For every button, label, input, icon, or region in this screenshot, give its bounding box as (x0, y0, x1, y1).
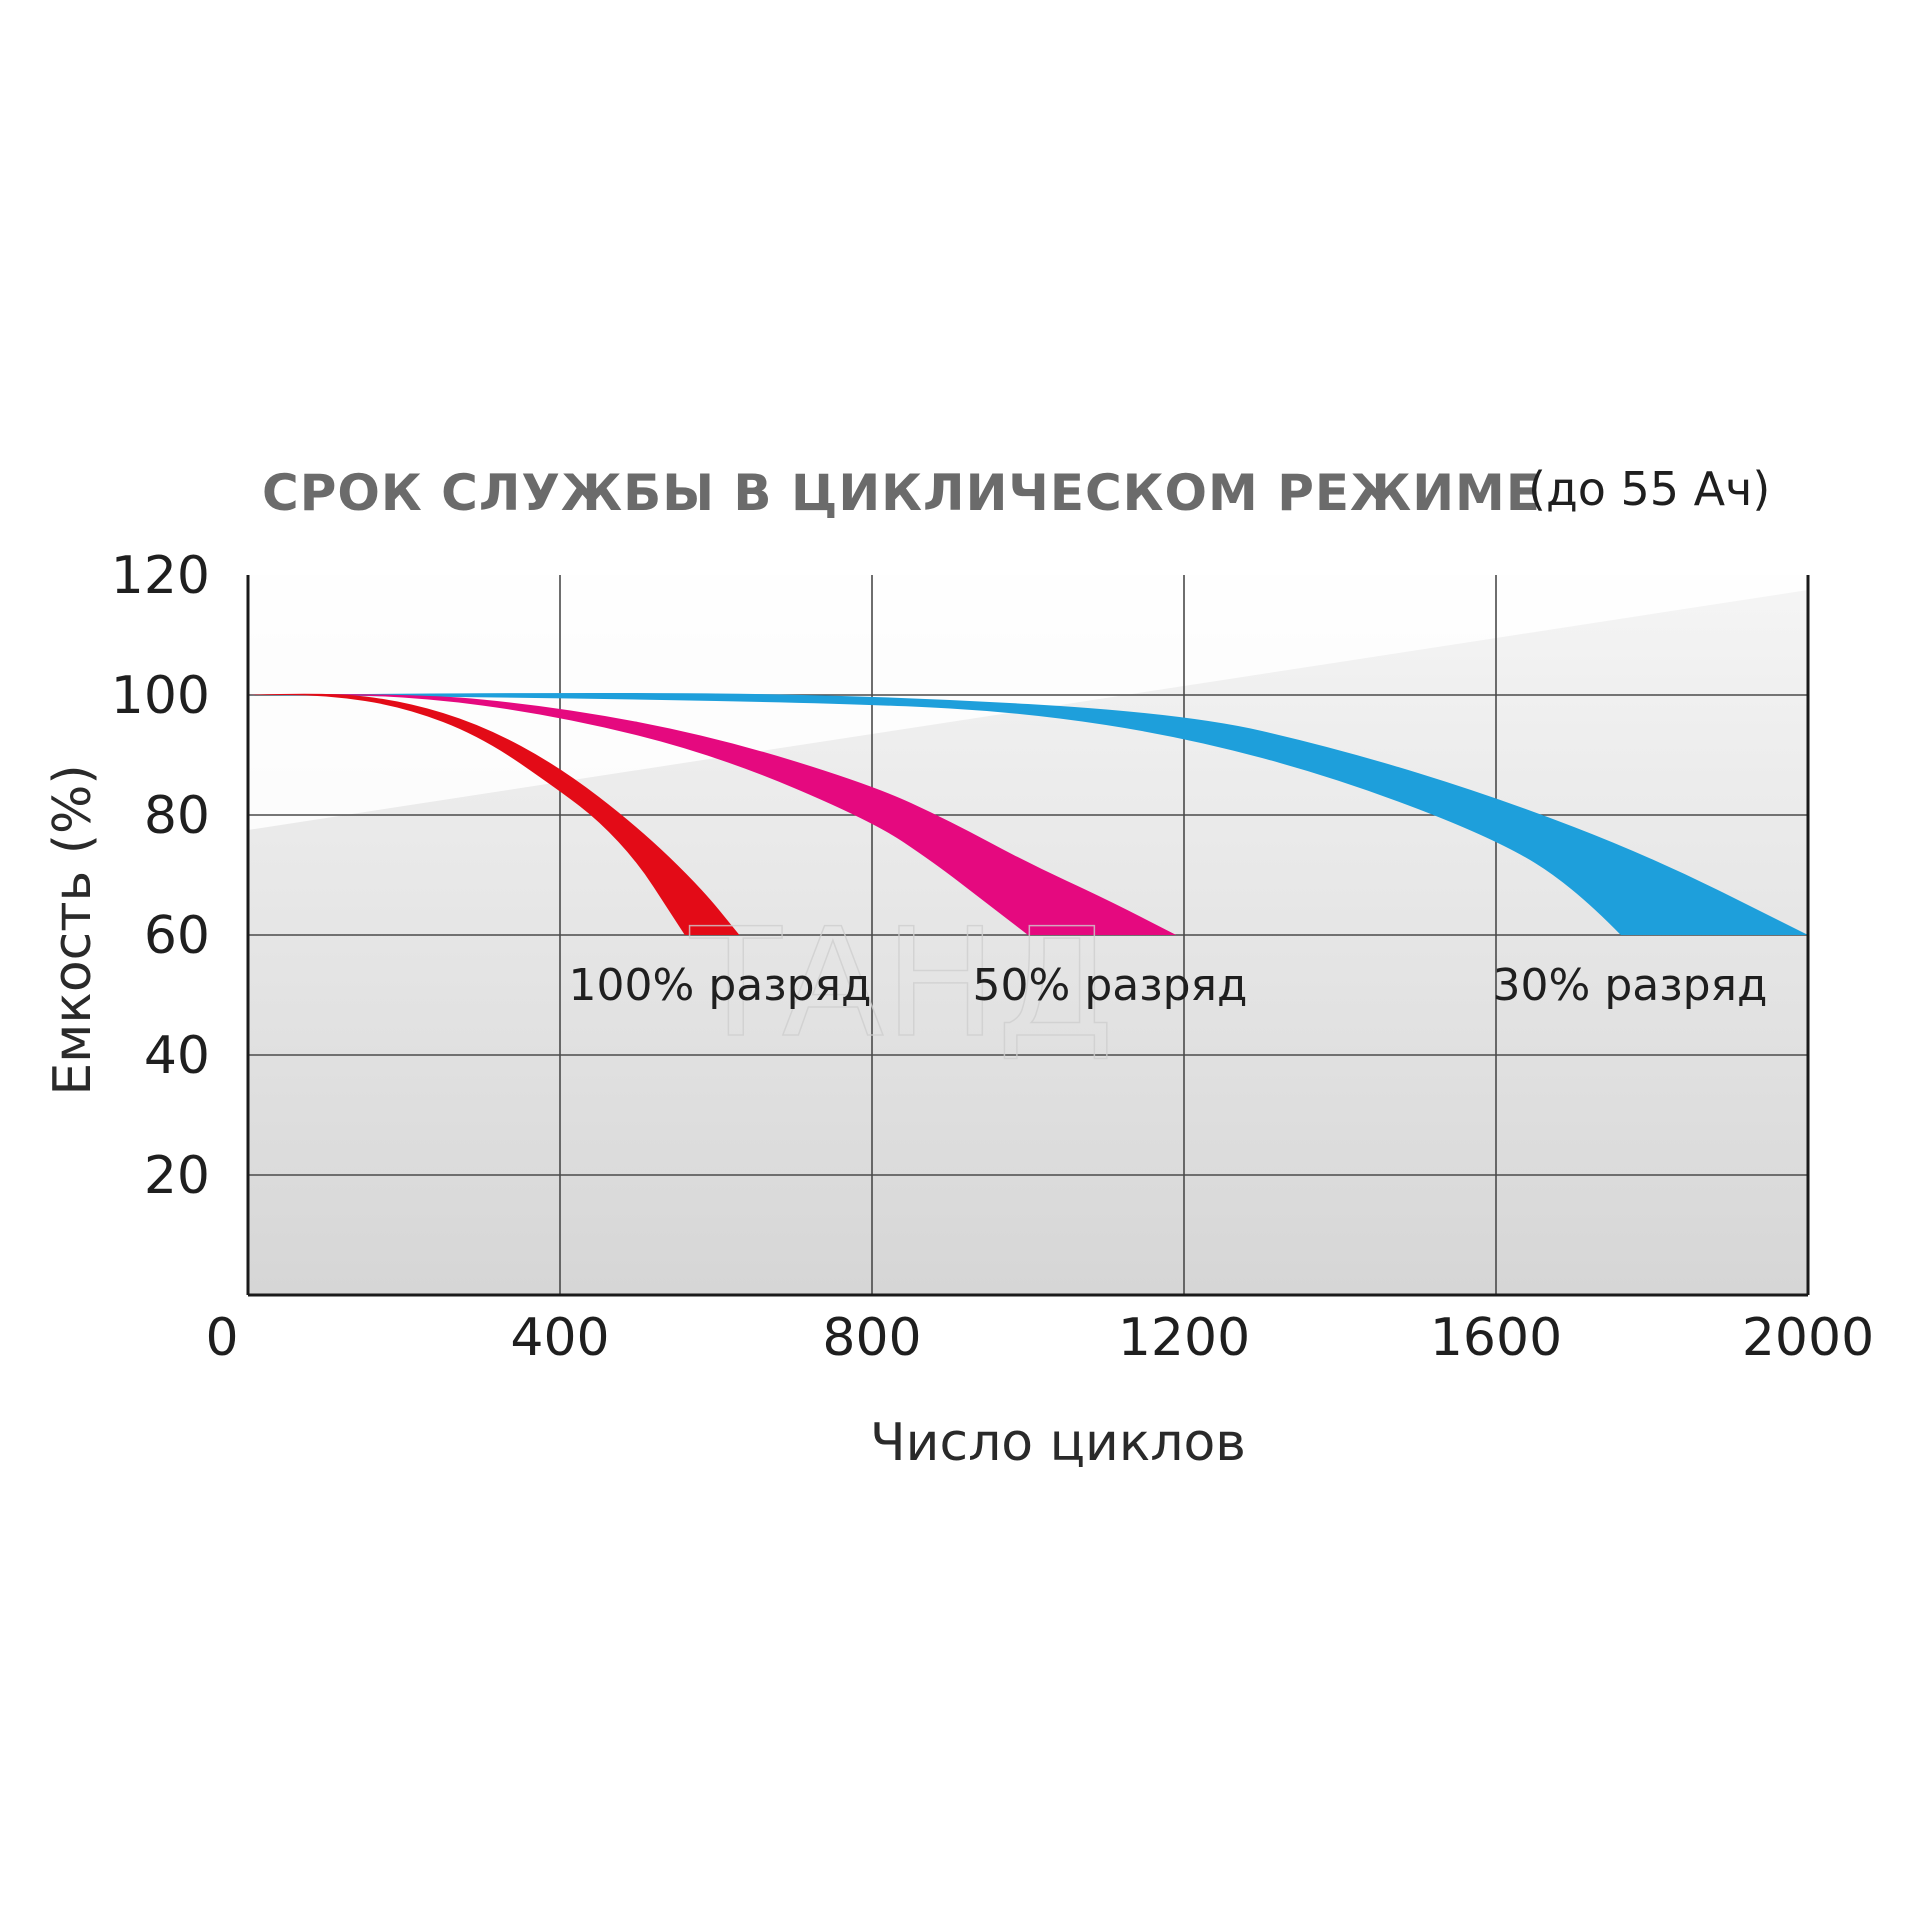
series-label-1: 50% разряд (973, 960, 1248, 1011)
x-tick-label-2000: 2000 (1742, 1308, 1874, 1368)
tick-layer: 0 400 800 1200 1600 2000 20 40 60 80 100 120 (111, 546, 1874, 1368)
y-tick-label-120: 120 (111, 546, 210, 606)
series-band-1 (248, 694, 1177, 935)
y-tick-label-80: 80 (144, 786, 210, 846)
y-tick-label-20: 20 (144, 1146, 210, 1206)
plot-highlight (248, 575, 1808, 830)
series-label-2: 30% разряд (1493, 960, 1768, 1011)
chart-subtitle: (до 55 Ач) (1528, 462, 1770, 516)
x-tick-label-1600: 1600 (1430, 1308, 1562, 1368)
series-band-0 (248, 693, 740, 935)
series-label-0: 100% разряд (569, 960, 872, 1011)
chart-title: СРОК СЛУЖБЫ В ЦИКЛИЧЕСКОМ РЕЖИМЕ (262, 464, 1541, 522)
x-tick-label-400: 400 (510, 1308, 609, 1368)
x-tick-label-1200: 1200 (1118, 1308, 1250, 1368)
series-layer (248, 693, 1808, 935)
axis-layer (246, 575, 1810, 1297)
x-tick-label-0: 0 (205, 1308, 238, 1368)
series-band-2 (248, 693, 1808, 935)
y-tick-label-40: 40 (144, 1026, 210, 1086)
y-tick-label-60: 60 (144, 906, 210, 966)
x-tick-label-800: 800 (822, 1308, 921, 1368)
y-tick-label-100: 100 (111, 666, 210, 726)
watermark: ТАНД (689, 897, 1114, 1071)
y-axis-label: Емкость (%) (43, 764, 103, 1095)
series-label-layer: 100% разряд 50% разряд 30% разряд (569, 960, 1768, 1011)
x-axis-label: Число циклов (870, 1413, 1246, 1473)
